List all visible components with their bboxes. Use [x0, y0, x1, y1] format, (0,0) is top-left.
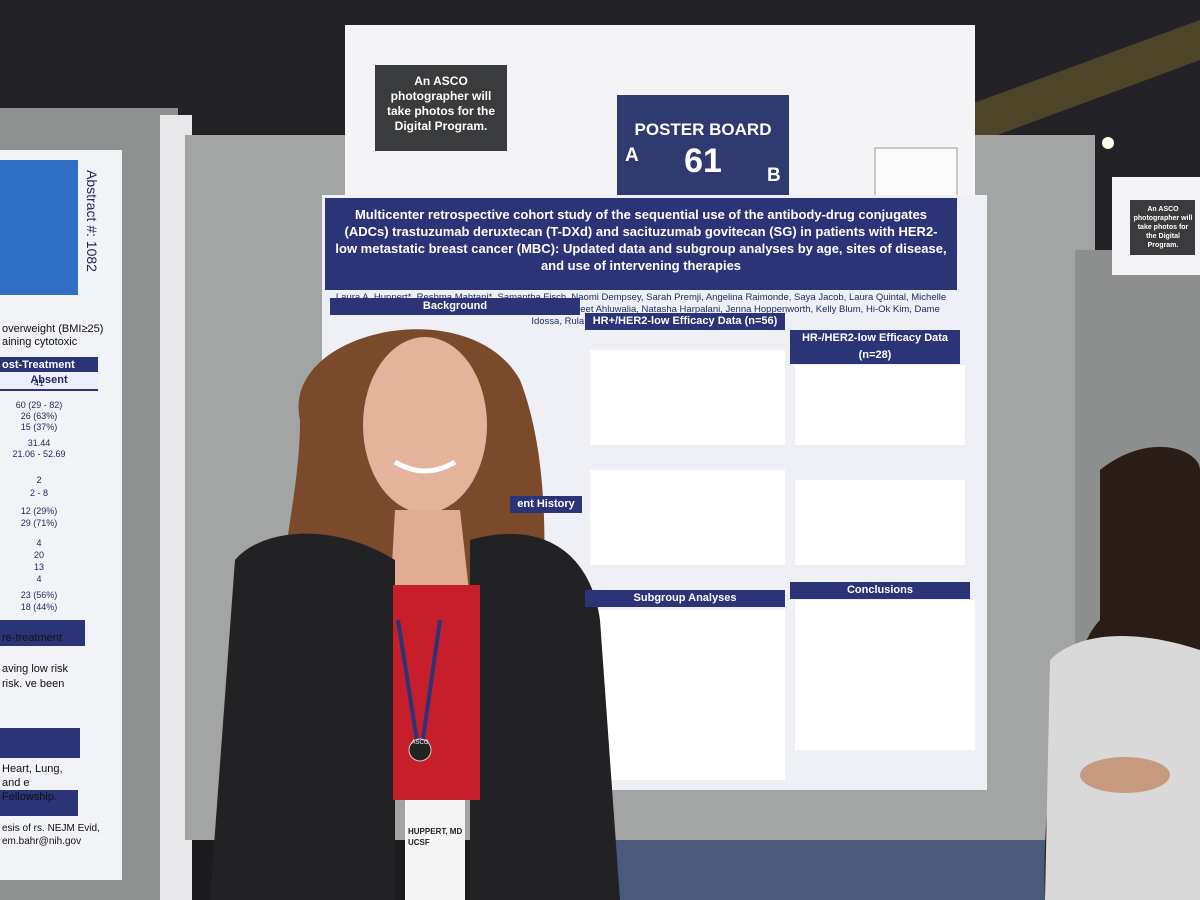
neck: [390, 510, 470, 600]
left-poster-text: overweight (BMI≥25): [2, 323, 104, 335]
board-number-box: [617, 95, 789, 210]
table-cell: 60 (29 - 82): [15, 400, 63, 410]
sign-note: An ASCO photographer will take photos fo…: [386, 74, 495, 133]
table-cell: 15 (37%): [20, 422, 58, 432]
left-poster-band: [0, 728, 80, 758]
jacket-left: [210, 533, 395, 900]
left-poster-text: Heart, Lung, and e Fellowship.: [2, 763, 63, 803]
table-header: Absent: [0, 372, 98, 389]
section-header: HR-/HER2-low Efficacy Data (n=28): [790, 330, 960, 364]
poster-title: Multicenter retrospective cohort study o…: [335, 207, 947, 273]
badge-org: UCSF: [408, 838, 430, 847]
poster-board-label: POSTER BOARD: [634, 120, 772, 139]
table-cell: 4: [36, 574, 42, 584]
left-poster-image: [0, 160, 78, 295]
badge-clip: [408, 738, 432, 762]
chart-panel: [590, 610, 785, 780]
section-header: HR+/HER2-low Efficacy Data (n=56): [585, 313, 785, 330]
table-cell: 12 (29%): [20, 506, 58, 516]
left-poster-text: aining cytotoxic: [2, 336, 78, 348]
left-poster-text: aving low risk risk. ve been: [2, 663, 69, 690]
poster-title-banner: [325, 198, 957, 290]
face: [363, 337, 487, 513]
section-header: Conclusions: [790, 582, 970, 599]
jacket-right: [470, 533, 620, 900]
table-cell: 20: [33, 550, 44, 560]
badge-clip-logo: ASCO: [411, 740, 429, 746]
abstract-number: Abstract #: 1082: [84, 170, 100, 272]
left-poster-band: [0, 790, 78, 816]
ceiling-light: [1102, 137, 1114, 149]
right-sign-note: An ASCO photographer will take photos fo…: [1133, 206, 1193, 249]
section-header: Background: [330, 298, 580, 315]
table-cell: 2: [36, 475, 42, 485]
section-header: Subgroup Analyses: [585, 590, 785, 607]
red-top: [393, 585, 480, 800]
table-cell: 2 - 8: [29, 488, 48, 498]
table-cell: 18 (44%): [20, 602, 58, 612]
table-cell: 21.06 - 52.69: [12, 449, 66, 459]
chart-panel: [795, 365, 965, 445]
right-person-hand: [1080, 757, 1170, 793]
table-cell: 41: [33, 378, 44, 388]
chart-panel: [590, 350, 785, 445]
left-poster-text: re-treatment: [2, 632, 62, 644]
side-a: A: [625, 145, 639, 166]
chart-panel: [590, 470, 785, 565]
table-cell: 31.44: [27, 438, 51, 448]
sign-label: [375, 65, 507, 151]
badge: [405, 800, 465, 900]
table-cell: 4: [36, 538, 42, 548]
table-cell: 23 (56%): [20, 590, 58, 600]
side-b: B: [767, 165, 781, 186]
table-cell: 26 (63%): [20, 411, 58, 421]
board-number: 61: [684, 142, 722, 180]
badge-name: HUPPERT, MD: [408, 827, 463, 836]
left-poster-band: [0, 620, 85, 646]
table-cell: 29 (71%): [20, 518, 58, 528]
chart-panel: [795, 480, 965, 565]
section-header: ent History: [510, 496, 582, 513]
text-panel: [795, 600, 975, 750]
right-sign-label: [1130, 200, 1195, 255]
table-cell: 13: [33, 562, 44, 572]
smile: [393, 459, 457, 474]
left-poster-text: esis of rs. NEJM Evid, em.bahr@nih.gov: [2, 823, 100, 847]
